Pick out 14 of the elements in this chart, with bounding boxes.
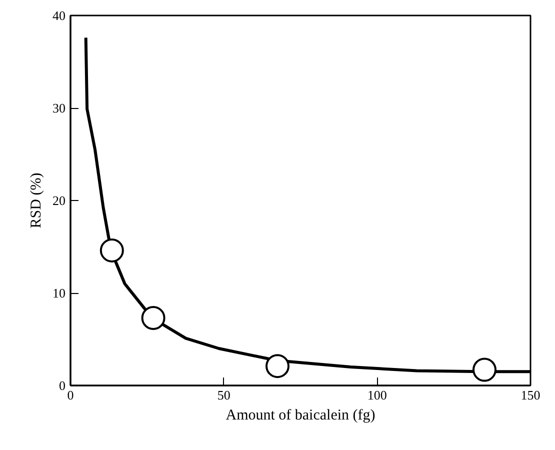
y-tick-label: 10 [52,286,66,300]
x-tick-label: 50 [217,388,230,402]
x-tick-label: 150 [520,388,540,402]
y-axis-title: RSD (%) [28,172,44,228]
y-tick-label: 0 [59,378,66,393]
y-tick-label: 40 [52,8,66,23]
point [266,354,290,378]
point [141,306,166,330]
x-axis-title: Amount of baicalein (fg) [226,408,376,424]
point [472,358,496,382]
y-tick-label: 20 [52,193,66,208]
point [100,238,124,262]
y-tick-label: 30 [52,100,66,116]
x-tick-label: 100 [367,388,387,402]
